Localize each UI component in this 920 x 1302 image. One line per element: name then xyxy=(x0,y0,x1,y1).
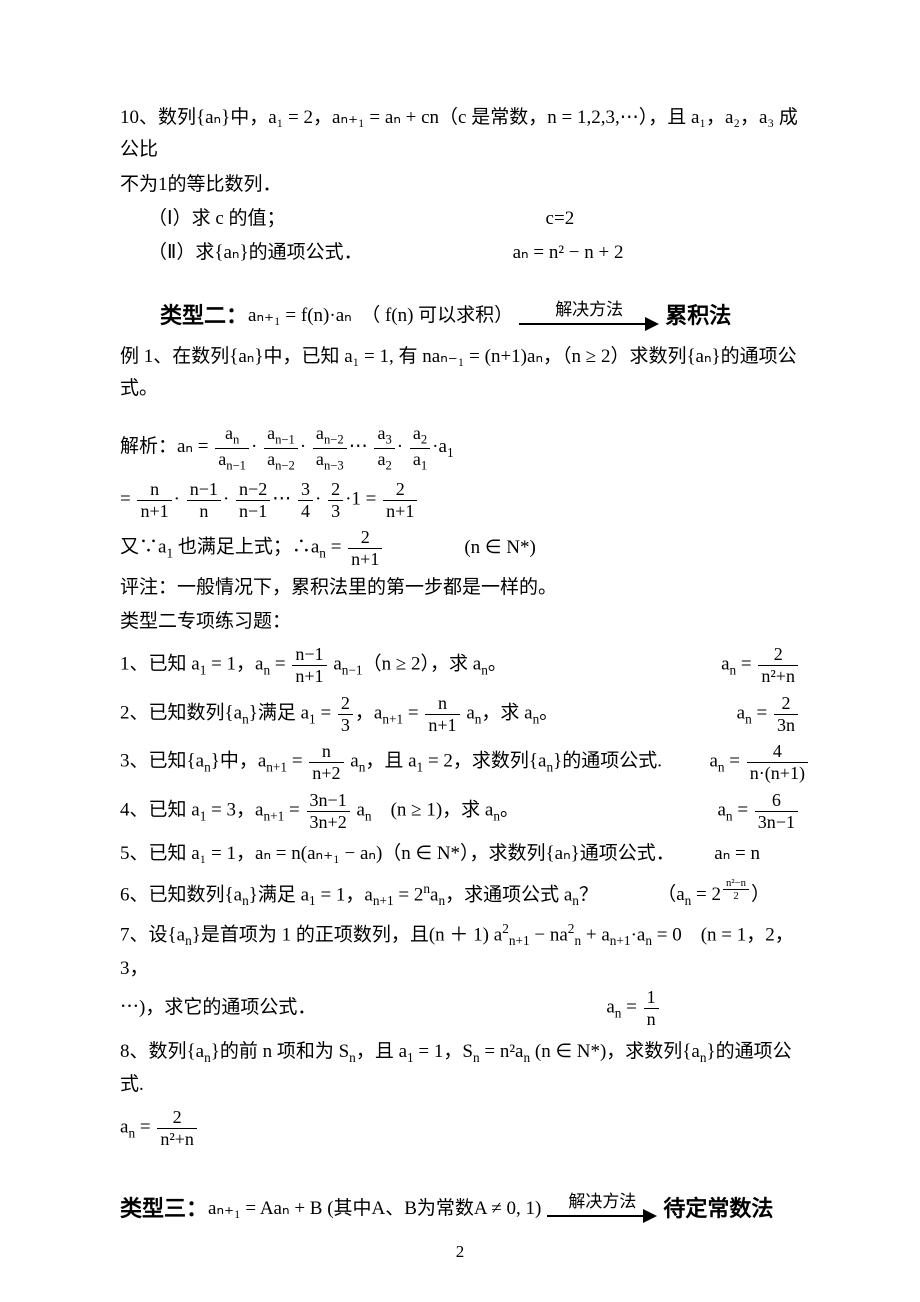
ex-1: 1、已知 a1 = 1，an = n−1n+1 an−1（n ≥ 2），求 an… xyxy=(120,644,810,687)
ex-7-stem2: ⋯)，求它的通项公式． xyxy=(120,992,316,1024)
ex-6: 6、已知数列{an}满足 a1 = 1，an+1 = 2nan，求通项公式 an… xyxy=(120,877,810,913)
ex-7-line2: ⋯)，求它的通项公式． an = 1n xyxy=(120,987,810,1030)
type2-heading-formula: aₙ₊₁ = f(n)·aₙ （ f(n) 可以求积） xyxy=(248,300,513,332)
ex1-note: 评注：一般情况下，累积法里的第一步都是一样的。 xyxy=(120,572,810,604)
type2-heading-pre: 类型二： xyxy=(160,297,248,334)
ex-7-line1: 7、设{an}是首项为 1 的正项数列，且(n ＋ 1) a2n+1 − na2… xyxy=(120,918,810,985)
type3-heading-formula: aₙ₊₁ = Aaₙ + B (其中A、B为常数A ≠ 0, 1) xyxy=(208,1193,541,1225)
type3-heading-post: 待定常数法 xyxy=(663,1190,773,1227)
ex1-sol-line3-cond: (n ∈ N*) xyxy=(464,532,535,564)
ex-8-stem: 8、数列{an}的前 n 项和为 Sn，且 a1 = 1，Sn = n²an (… xyxy=(120,1036,810,1102)
ex1-sol-line1-pre: 解析：aₙ = xyxy=(120,436,213,457)
arrow-icon: 解决方法 xyxy=(519,301,659,332)
ex1-sol-line2: = nn+1· n−1n· n−2n−1⋯ 34· 23·1 = 2n+1 xyxy=(120,479,810,522)
page-number: 2 xyxy=(0,1238,920,1267)
ex-5-ans: aₙ = n xyxy=(714,838,810,870)
ex-2: 2、已知数列{an}满足 a1 = 23，an+1 = nn+1 an，求 an… xyxy=(120,693,810,736)
problem-10-ans1: c=2 xyxy=(546,203,575,235)
ex-5: 5、已知 a₁ = 1，aₙ = n(aₙ₊₁ − aₙ)（n ∈ N*），求数… xyxy=(120,838,810,870)
ex-3-ans: an = 4n·(n+1) xyxy=(709,741,810,784)
problem-10-stem-a: 10、数列{aₙ}中，a₁ = 2，aₙ₊₁ = aₙ + cn（c 是常数，n… xyxy=(120,102,810,167)
type2-heading: 类型二： aₙ₊₁ = f(n)·aₙ （ f(n) 可以求积） 解决方法 累积… xyxy=(120,297,810,334)
ex1-sol-line3: 又∵a1 也满足上式；∴an = 2n+1 (n ∈ N*) xyxy=(120,527,810,570)
ex-8-ans: an = 2n²+n xyxy=(120,1107,810,1150)
ex-3: 3、已知{an}中，an+1 = nn+2 an，且 a1 = 2，求数列{an… xyxy=(120,741,810,784)
ex-5-stem: 5、已知 a₁ = 1，aₙ = n(aₙ₊₁ − aₙ)（n ∈ N*），求数… xyxy=(120,838,675,870)
ex-1-ans: an = 2n²+n xyxy=(721,644,810,687)
type3-heading: 类型三： aₙ₊₁ = Aaₙ + B (其中A、B为常数A ≠ 0, 1) 解… xyxy=(120,1190,810,1227)
problem-10-part1: （Ⅰ）求 c 的值； xyxy=(148,203,286,235)
ex1-stem: 例 1、在数列{aₙ}中，已知 a₁ = 1, 有 naₙ₋₁ = (n+1)a… xyxy=(120,341,810,406)
type3-heading-pre: 类型三： xyxy=(120,1190,208,1227)
arrow-icon: 解决方法 xyxy=(547,1193,657,1224)
ex-4-ans: an = 63n−1 xyxy=(717,790,810,833)
ex-7-ans: an = 1n xyxy=(606,987,660,1030)
problem-10-stem-b: 不为1的等比数列． xyxy=(120,169,810,201)
problem-10-part2: （Ⅱ）求{aₙ}的通项公式． xyxy=(148,237,363,269)
ex1-sol-line1: 解析：aₙ = anan−1· an−1an−2· an−2an−3⋯ a3a2… xyxy=(120,423,810,472)
ex-4: 4、已知 a1 = 3，an+1 = 3n−13n+2 an (n ≥ 1)，求… xyxy=(120,790,810,833)
ex-6-ans: （an = 2n²−n2） xyxy=(657,877,810,913)
ex-2-ans: an = 23n xyxy=(737,693,810,736)
problem-10-ans2: aₙ = n² − n + 2 xyxy=(513,237,624,269)
type2-exercises-header: 类型二专项练习题： xyxy=(120,606,810,638)
type2-heading-post: 累积法 xyxy=(665,297,731,334)
